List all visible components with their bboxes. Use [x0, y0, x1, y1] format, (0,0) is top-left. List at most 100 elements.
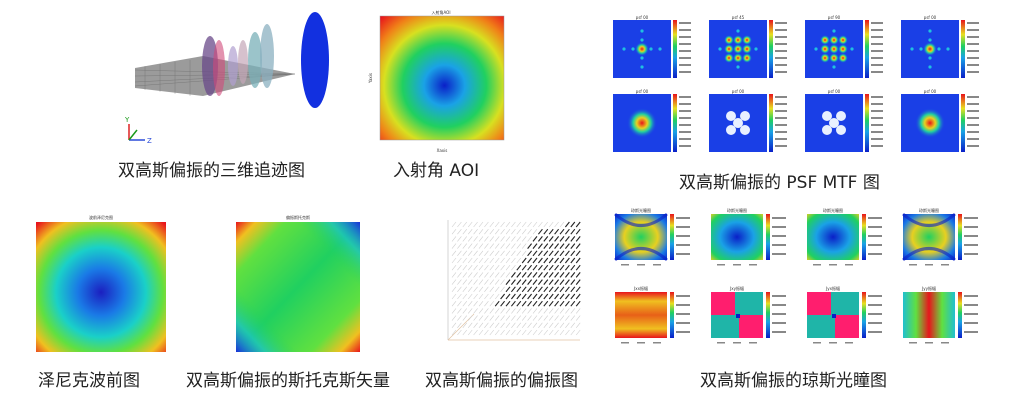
- colorbar-tick: [964, 331, 978, 333]
- polarization-ellipse: [500, 315, 505, 321]
- polarization-ellipse: [532, 322, 538, 328]
- polarization-ellipse: [564, 250, 570, 257]
- polarization-ellipse: [500, 243, 505, 249]
- polarization-ellipse: [543, 286, 549, 293]
- colorbar-tick: [679, 96, 691, 98]
- polarization-ellipse: [564, 279, 570, 285]
- polarization-ellipse: [565, 322, 570, 328]
- psf-sidelobe: [640, 38, 644, 42]
- polarization-ellipse: [462, 272, 468, 278]
- axis-tick: [653, 342, 661, 344]
- polarization-ellipse: [554, 250, 560, 257]
- polarization-ellipse: [538, 221, 543, 228]
- polarization-ellipse: [559, 329, 565, 336]
- polarization-ellipse: [548, 308, 554, 314]
- colorbar-tick: [967, 110, 979, 112]
- polarization-ellipse: [478, 257, 484, 264]
- polarization-ellipse: [538, 329, 543, 336]
- polarization-ellipse: [511, 308, 516, 314]
- polarization-ellipse: [532, 250, 538, 257]
- psf-tile-title: psf 45: [732, 15, 745, 20]
- polarization-ellipse: [484, 257, 489, 264]
- polarization-ellipse: [565, 315, 570, 321]
- psf-peak: [836, 125, 846, 135]
- polarization-ellipse: [548, 221, 554, 228]
- psf-tile-title: psf 00: [732, 89, 745, 94]
- colorbar-tick: [772, 313, 786, 315]
- polarization-ellipse: [532, 243, 538, 249]
- polarization-ellipse: [564, 257, 570, 264]
- polarization-ellipse: [516, 293, 522, 300]
- psf-sidelobe: [640, 56, 644, 60]
- polarization-ellipse: [559, 300, 565, 307]
- axis-tick: [909, 342, 917, 344]
- polarization-ellipse: [538, 308, 543, 314]
- polarization-ellipse: [554, 300, 560, 307]
- psf-peak: [838, 35, 848, 45]
- polarization-ellipse: [521, 308, 527, 314]
- axis-tick: [621, 342, 629, 344]
- psf-tile-title: psf 00: [828, 89, 841, 94]
- colorbar-tick: [676, 244, 690, 246]
- colorbar: [673, 20, 677, 78]
- polarization-ellipse: [478, 315, 484, 321]
- polarization-ellipse: [462, 257, 468, 264]
- polarization-ellipse: [570, 236, 576, 242]
- polarization-ellipse: [484, 250, 489, 256]
- colorbar-tick: [868, 217, 882, 219]
- psf-peak: [838, 53, 848, 63]
- colorbar-tick: [676, 313, 690, 315]
- polarization-ellipse: [570, 221, 576, 228]
- polarization-ellipse: [575, 300, 581, 307]
- psf-tile: psf 00: [709, 89, 787, 152]
- polarization-ellipse: [510, 300, 516, 307]
- polarization-ellipse: [505, 221, 511, 228]
- colorbar-tick: [868, 331, 882, 333]
- axis-z-label: Z: [147, 137, 152, 145]
- polarization-ellipse: [570, 250, 576, 257]
- colorbar-tick: [868, 235, 882, 237]
- colorbar-tick: [679, 29, 691, 31]
- polarization-ellipse: [564, 243, 570, 249]
- polarization-ellipse: [484, 229, 489, 235]
- polarization-ellipse: [521, 229, 527, 235]
- polarization-ellipse: [494, 286, 500, 292]
- polarization-ellipse: [543, 300, 549, 307]
- polarization-ellipse: [500, 293, 506, 300]
- polarization-ellipse: [537, 272, 543, 278]
- polarization-ellipse: [570, 322, 576, 328]
- polarization-ellipse: [494, 329, 500, 336]
- polarization-ellipse: [521, 329, 527, 336]
- colorbar-tick: [967, 50, 979, 52]
- colorbar-tick: [772, 304, 786, 306]
- polarization-ellipse: [516, 221, 522, 228]
- polarization-ellipse: [473, 243, 478, 249]
- polarization-ellipse: [511, 250, 516, 256]
- colorbar-tick: [967, 43, 979, 45]
- colorbar-tick: [964, 244, 978, 246]
- polarization-ellipse: [543, 250, 549, 257]
- polarization-ellipse: [548, 322, 554, 328]
- polarization-ellipse: [489, 308, 495, 314]
- polarization-ellipse: [484, 286, 489, 292]
- colorbar-tick: [676, 226, 690, 228]
- psf-peak: [724, 35, 734, 45]
- polarization-ellipse: [527, 272, 533, 278]
- polarization-ellipse: [489, 279, 495, 285]
- colorbar: [862, 292, 866, 338]
- polarization-ellipse: [462, 229, 468, 235]
- polarization-ellipse: [489, 257, 495, 264]
- polarization-ellipse: [478, 329, 484, 336]
- polarization-ellipse: [570, 329, 576, 336]
- polarization-ellipse: [570, 293, 576, 300]
- polarization-ellipse: [543, 322, 549, 328]
- polarization-ellipse: [500, 300, 506, 307]
- colorbar-tick: [871, 43, 883, 45]
- polarization-ellipse: [494, 315, 500, 321]
- polarization-ellipse: [484, 322, 489, 328]
- polarization-ellipse: [511, 265, 516, 271]
- polarization-ellipse: [543, 221, 549, 228]
- colorbar-tick: [871, 71, 883, 73]
- polarization-ellipse: [521, 264, 527, 271]
- polarization-ellipse: [451, 243, 457, 249]
